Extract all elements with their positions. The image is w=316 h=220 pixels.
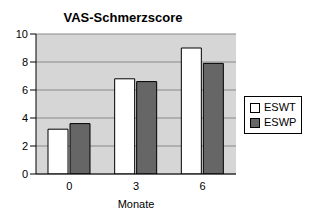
- svg-text:6: 6: [22, 84, 28, 96]
- html-text:ESWT: ESWT: [264, 101, 296, 113]
- html-text:VAS-Schmerzscore: VAS-Schmerzscore: [63, 10, 183, 25]
- svg-text:3: 3: [133, 180, 139, 192]
- svg-text:10: 10: [16, 28, 28, 40]
- svg-text:0: 0: [22, 168, 28, 180]
- html-text:ESWP: ESWP: [264, 116, 297, 128]
- svg-text:8: 8: [22, 56, 28, 68]
- svg-text:0: 0: [66, 180, 72, 192]
- svg-text:Monate: Monate: [118, 198, 155, 210]
- svg-text:4: 4: [22, 112, 28, 124]
- svg-text:6: 6: [200, 180, 206, 192]
- svg-text:2: 2: [22, 140, 28, 152]
